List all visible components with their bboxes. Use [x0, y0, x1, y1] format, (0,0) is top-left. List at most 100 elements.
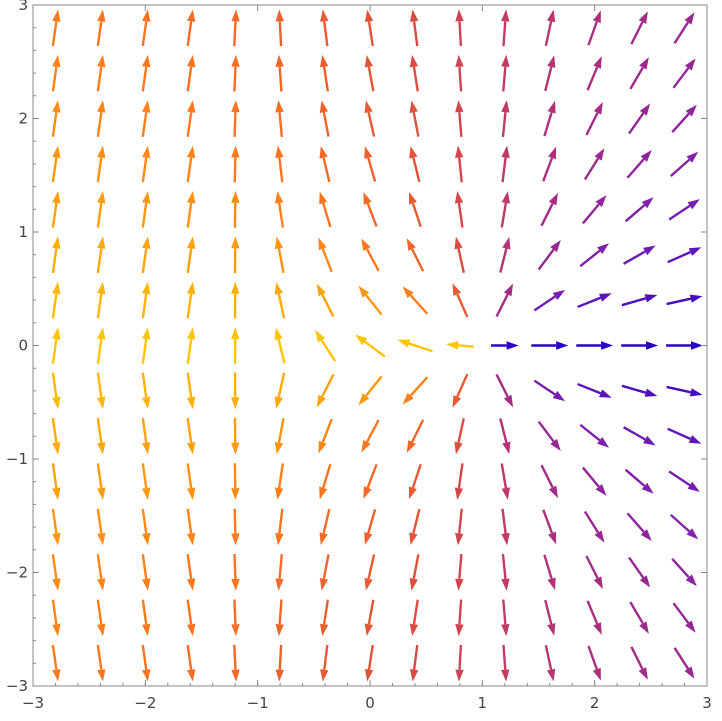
field-arrow: [409, 100, 420, 137]
y-tick-label: −3: [6, 677, 28, 695]
field-arrow: [51, 508, 61, 546]
field-arrow: [501, 9, 510, 47]
field-arrow: [361, 238, 380, 272]
field-arrow: [275, 463, 285, 500]
field-arrow: [96, 327, 106, 364]
field-arrow: [319, 54, 330, 92]
field-arrow: [671, 104, 697, 133]
field-arrow: [501, 508, 510, 546]
field-arrow: [540, 464, 558, 499]
field-arrow: [231, 9, 240, 47]
field-arrow: [96, 554, 106, 591]
arrow-field: [51, 9, 703, 682]
y-tick-label: 0: [18, 337, 28, 355]
field-arrow: [364, 644, 374, 682]
field-arrow: [364, 599, 375, 637]
field-arrow: [409, 9, 419, 47]
field-arrow: [320, 9, 329, 47]
field-arrow: [275, 54, 284, 92]
field-arrow: [543, 554, 556, 591]
field-arrow: [355, 334, 386, 358]
field-arrow: [51, 417, 61, 455]
field-arrow: [669, 151, 699, 178]
field-arrow: [668, 470, 700, 492]
field-arrow: [581, 466, 607, 496]
field-arrow: [275, 599, 284, 637]
field-arrow: [319, 554, 330, 591]
field-arrow: [274, 282, 286, 319]
field-arrow: [275, 644, 284, 682]
field-arrow: [585, 555, 603, 589]
field-arrow: [96, 508, 106, 546]
field-arrow: [586, 600, 602, 635]
field-arrow: [626, 512, 652, 541]
field-arrow: [533, 289, 566, 312]
field-arrow: [621, 384, 658, 397]
field-arrow: [577, 382, 612, 398]
field-arrow: [626, 150, 652, 179]
field-arrow: [667, 247, 702, 264]
field-arrow: [96, 599, 106, 637]
field-arrow: [231, 372, 240, 410]
field-arrow: [231, 100, 240, 137]
field-arrow: [667, 427, 702, 444]
field-arrow: [316, 283, 335, 318]
field-arrow: [624, 197, 654, 223]
field-arrow: [364, 509, 377, 545]
field-arrow: [186, 54, 196, 92]
field-arrow: [319, 508, 331, 546]
field-arrow: [544, 645, 556, 682]
field-arrow: [671, 558, 697, 587]
y-tick-label: 3: [18, 0, 28, 14]
field-arrow: [672, 58, 696, 89]
field-arrow: [141, 463, 151, 500]
field-arrow: [231, 463, 240, 501]
field-arrow: [501, 145, 510, 183]
field-arrow: [141, 554, 151, 591]
field-arrow: [621, 294, 658, 307]
field-arrow: [623, 426, 656, 446]
field-arrow: [275, 191, 285, 228]
field-arrow: [274, 236, 285, 274]
field-arrow: [141, 508, 151, 546]
field-arrow: [537, 239, 561, 271]
field-arrow: [141, 191, 151, 228]
x-tick-label: 0: [365, 694, 375, 712]
field-arrow: [141, 599, 151, 637]
field-arrow: [576, 341, 614, 350]
field-arrow: [586, 56, 602, 91]
field-arrow: [319, 100, 330, 137]
field-arrow: [318, 237, 333, 273]
field-arrow: [454, 418, 465, 455]
field-arrow: [186, 599, 196, 637]
field-arrow: [186, 100, 196, 137]
field-arrow: [315, 330, 337, 362]
field-arrow: [630, 646, 648, 680]
field-arrow: [141, 327, 151, 364]
field-arrow: [186, 145, 196, 183]
field-arrow: [454, 191, 464, 228]
field-arrow: [623, 245, 656, 265]
field-arrow: [544, 9, 556, 46]
field-arrow: [319, 145, 331, 183]
y-axis-ticks: −3 −2 −1 0 1 2 3: [6, 0, 707, 695]
field-arrow: [579, 243, 610, 268]
field-arrow: [51, 191, 61, 228]
field-arrow: [51, 554, 61, 591]
field-arrow: [583, 148, 605, 181]
field-arrow: [186, 191, 196, 228]
field-arrow: [96, 417, 106, 455]
field-arrow: [402, 376, 429, 405]
field-arrow: [186, 9, 196, 47]
field-arrow: [186, 508, 196, 546]
field-arrow: [186, 372, 196, 410]
field-arrow: [51, 372, 61, 410]
field-arrow: [96, 100, 106, 137]
field-arrow: [537, 420, 561, 452]
field-arrow: [51, 327, 61, 364]
x-tick-label: 3: [702, 694, 712, 712]
field-arrow: [409, 54, 419, 92]
field-arrow: [231, 236, 240, 274]
field-arrow: [585, 102, 603, 136]
field-arrow: [141, 644, 151, 682]
